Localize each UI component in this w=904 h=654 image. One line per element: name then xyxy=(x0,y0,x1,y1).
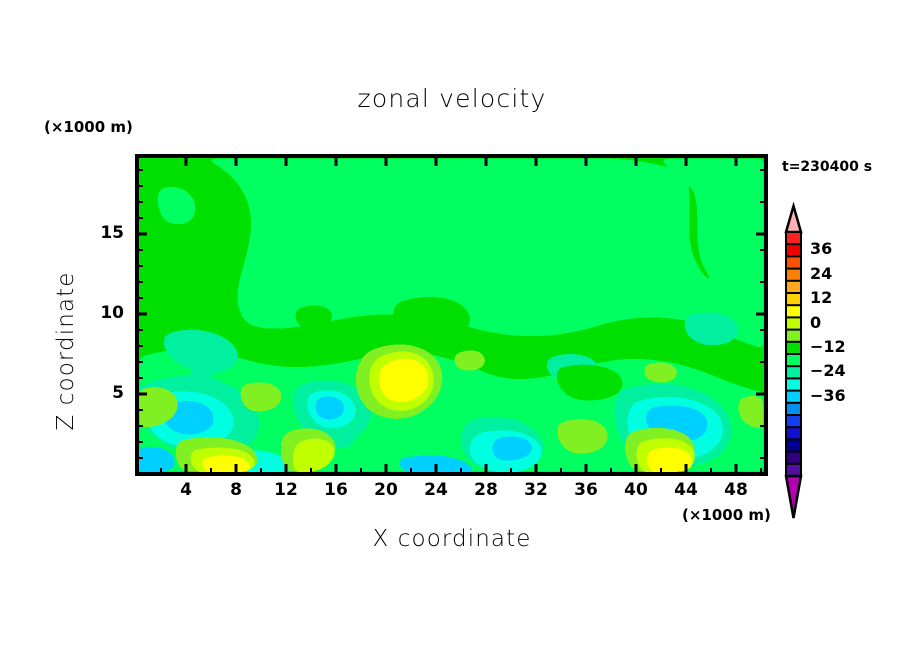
colorbar-band xyxy=(785,255,802,271)
y-tick-label: 5 xyxy=(112,383,124,403)
colorbar-band xyxy=(785,243,802,258)
chart-title: zonal velocity xyxy=(357,84,547,113)
colorbar-band xyxy=(785,279,802,295)
x-axis-title: X coordinate xyxy=(372,526,532,552)
x-tick-label: 32 xyxy=(524,480,548,500)
colorbar-band xyxy=(785,353,802,368)
axis-ticks xyxy=(137,156,766,474)
x-tick-label: 36 xyxy=(574,480,598,500)
colorbar-tick-label: −36 xyxy=(810,385,846,405)
colorbar-band xyxy=(785,316,802,332)
colorbar-band xyxy=(785,438,802,454)
colorbar-tick-label: 12 xyxy=(810,288,833,308)
x-tick-label: 16 xyxy=(324,480,348,500)
colorbar-overflow-low xyxy=(784,474,803,519)
colorbar-band xyxy=(785,414,802,429)
colorbar-tick-label: −12 xyxy=(810,336,846,356)
x-tick-label: 4 xyxy=(180,480,192,500)
colorbar-overflow-high xyxy=(784,201,803,234)
colorbar-band xyxy=(785,328,802,344)
colorbar-band xyxy=(785,292,802,307)
x-tick-label: 8 xyxy=(230,480,242,500)
contour-field xyxy=(137,156,766,474)
colorbar-band xyxy=(785,365,802,381)
y-tick-label: 10 xyxy=(100,303,124,323)
colorbar-band xyxy=(785,304,802,320)
colorbar-band xyxy=(785,377,802,393)
x-tick-label: 44 xyxy=(674,480,698,500)
x-axis-units-label: (×1000 m) xyxy=(682,506,771,524)
y-axis-units-label: (×1000 m) xyxy=(44,118,133,136)
colorbar-band xyxy=(785,401,802,417)
colorbar-bands xyxy=(784,201,803,519)
x-tick-label: 24 xyxy=(424,480,448,500)
x-tick-label: 48 xyxy=(724,480,748,500)
colorbar-band xyxy=(785,426,802,442)
x-tick-label: 12 xyxy=(274,480,298,500)
y-tick-label: 15 xyxy=(100,223,124,243)
time-annotation: t=230400 s xyxy=(782,159,873,175)
colorbar-band xyxy=(785,340,802,356)
colorbar-tick-label: 0 xyxy=(810,312,822,332)
colorbar-tick-label: 36 xyxy=(810,239,833,259)
colorbar-band xyxy=(785,267,802,283)
x-tick-label: 28 xyxy=(474,480,498,500)
colorbar-tick-label: −24 xyxy=(810,361,846,381)
colorbar-tick-label: 24 xyxy=(810,263,833,283)
x-tick-label: 40 xyxy=(624,480,648,500)
colorbar-band xyxy=(785,462,802,478)
colorbar-band xyxy=(785,450,802,466)
colorbar-band xyxy=(785,231,802,246)
x-tick-label: 20 xyxy=(374,480,398,500)
colorbar-band xyxy=(785,389,802,405)
